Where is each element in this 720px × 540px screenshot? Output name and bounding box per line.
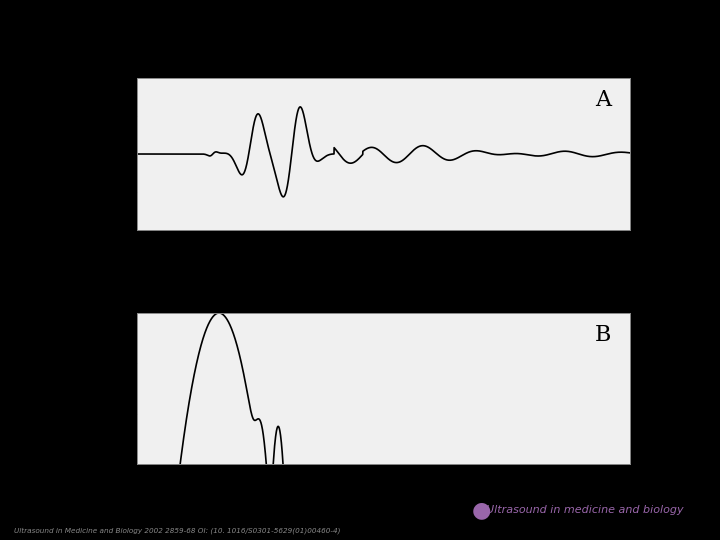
X-axis label: Time [μs]: Time [μs]	[351, 255, 416, 269]
Text: B: B	[595, 323, 611, 346]
Text: A: A	[595, 89, 611, 111]
Text: Ultrasound in Medicine and Biology 2002 2859-68 OI: (10. 1016/S0301-5629(01)0046: Ultrasound in Medicine and Biology 2002 …	[14, 527, 341, 534]
Text: Ultrasound in medicine and biology: Ultrasound in medicine and biology	[486, 505, 683, 515]
Y-axis label: Pressure [MPa]: Pressure [MPa]	[91, 103, 105, 205]
X-axis label: Frequency [MHz]: Frequency [MHz]	[325, 490, 442, 504]
Text: Fig. 7: Fig. 7	[341, 19, 379, 33]
Y-axis label: Power [dB]: Power [dB]	[84, 351, 98, 427]
Text: ●: ●	[472, 500, 491, 521]
